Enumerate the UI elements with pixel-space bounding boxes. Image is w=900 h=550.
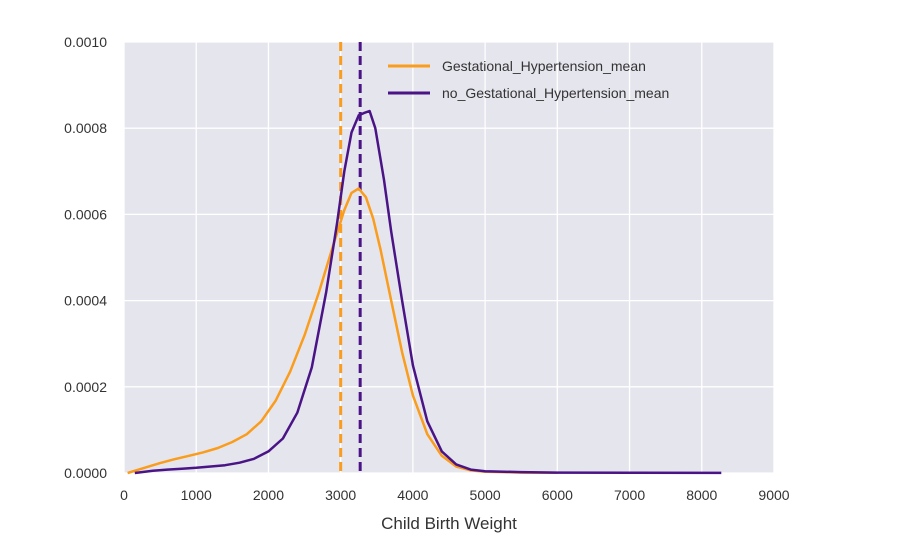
grid-lines	[123, 41, 775, 474]
legend-label: no_Gestational_Hypertension_mean	[442, 85, 669, 101]
density-line-2	[134, 109, 722, 475]
density-line-1	[127, 187, 558, 475]
y-tick-labels: 0.0000 0.0002 0.0004 0.0006 0.0008 0.0010	[64, 34, 107, 481]
x-tick-label: 0	[120, 487, 128, 503]
x-tick-label: 4000	[397, 487, 428, 503]
y-tick-label: 0.0004	[64, 293, 107, 309]
x-tick-label: 6000	[542, 487, 573, 503]
x-tick-label: 7000	[614, 487, 645, 503]
y-tick-label: 0.0000	[64, 465, 107, 481]
x-tick-label: 3000	[325, 487, 356, 503]
x-tick-label: 5000	[470, 487, 501, 503]
legend: Gestational_Hypertension_mean no_Gestatio…	[388, 58, 669, 101]
y-tick-label: 0.0008	[64, 120, 107, 136]
x-tick-label: 1000	[181, 487, 212, 503]
x-tick-label: 2000	[253, 487, 284, 503]
density-lines	[127, 109, 722, 475]
y-tick-label: 0.0006	[64, 206, 107, 222]
x-tick-label: 8000	[686, 487, 717, 503]
x-tick-labels: 0 1000 2000 3000 4000 5000 6000 7000 8000 9000	[120, 487, 790, 503]
x-tick-label: 9000	[758, 487, 789, 503]
legend-label: Gestational_Hypertension_mean	[442, 58, 646, 74]
plot-background	[124, 42, 774, 473]
y-tick-label: 0.0002	[64, 379, 107, 395]
y-tick-label: 0.0010	[64, 34, 107, 50]
x-axis-label: Child Birth Weight	[381, 514, 517, 533]
